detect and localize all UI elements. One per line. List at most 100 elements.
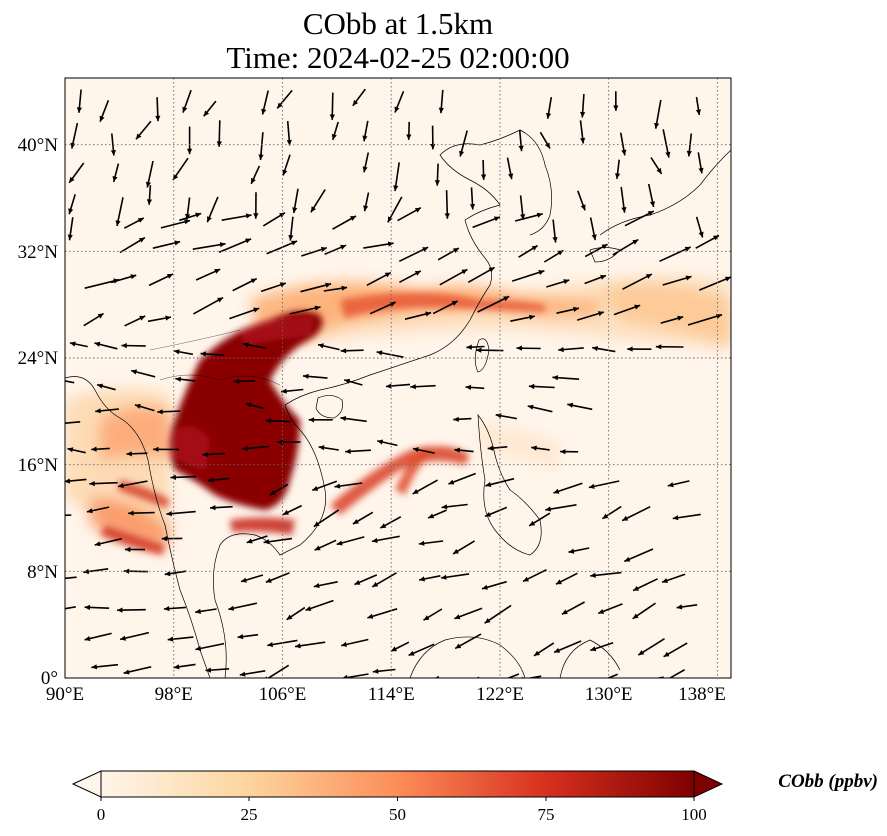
wind-vector [233, 378, 256, 384]
wind-vector [667, 480, 690, 488]
wind-vector [192, 242, 226, 250]
wind-vector [606, 673, 618, 678]
colorbar-tick-label: 75 [538, 805, 555, 824]
wind-vector [145, 160, 154, 188]
wind-vector [313, 509, 340, 528]
wind-vector [323, 285, 348, 292]
wind-vector [76, 89, 82, 113]
wind-vector [580, 94, 586, 118]
wind-vector [620, 186, 627, 213]
wind-vector [345, 448, 371, 454]
wind-vector [484, 506, 508, 518]
wind-vector [363, 192, 370, 212]
wind-vector [282, 504, 303, 516]
wind-vector [94, 341, 118, 350]
wind-vector [584, 274, 607, 285]
wind-vector [663, 642, 688, 658]
wind-vector [650, 157, 663, 175]
wind-vector [83, 312, 105, 327]
wind-vector [660, 315, 684, 324]
wind-vector [115, 197, 124, 227]
wind-vector [412, 447, 435, 454]
wind-vector [332, 215, 357, 230]
wind-vector [237, 633, 259, 640]
wind-vector [185, 197, 191, 220]
wind-vector [465, 384, 485, 390]
lat-tick-label: 0° [41, 668, 58, 689]
wind-vector [412, 479, 438, 495]
wind-vector [117, 480, 148, 489]
wind-vector [242, 445, 269, 451]
wind-vector [377, 439, 398, 447]
wind-vector [65, 421, 81, 425]
wind-vector [67, 217, 74, 241]
wind-vector [453, 416, 472, 422]
wind-vector [318, 445, 339, 451]
wind-vector [96, 383, 116, 391]
wind-vector [376, 350, 404, 358]
title-line-2: Time: 2024-02-25 02:00:00 [226, 40, 570, 75]
wind-vector [329, 92, 335, 120]
wind-vector [552, 375, 580, 381]
wind-vector [393, 162, 400, 192]
lon-tick-label: 138°E [678, 684, 726, 705]
lon-tick-label: 122°E [476, 684, 524, 705]
wind-vector [577, 190, 586, 211]
wind-vector [265, 418, 291, 424]
wind-vector [385, 383, 411, 389]
wind-vector [452, 540, 476, 555]
wind-vector [556, 306, 580, 314]
map-frame [64, 77, 732, 679]
lat-tick-label: 16°N [18, 455, 59, 476]
wind-vector [84, 632, 112, 642]
wind-vector [146, 185, 153, 205]
wind-vector [202, 451, 226, 458]
colorbar-gradient [100, 770, 695, 798]
lon-tick-label: 114°E [368, 684, 415, 705]
wind-vector [676, 604, 698, 610]
wind-vector [166, 510, 196, 517]
wind-vector [65, 380, 75, 384]
wind-vector [546, 279, 570, 288]
wind-vector [514, 212, 543, 222]
wind-vector [518, 244, 539, 258]
wind-vector [240, 574, 264, 583]
wind-vector [195, 642, 225, 651]
longitude-axis: 90°E 98°E 106°E 114°E 122°E 130°E 138°E [46, 684, 726, 705]
wind-vector [579, 120, 586, 144]
wind-vector [253, 192, 259, 219]
wind-vector [294, 641, 326, 649]
wind-vector [258, 132, 264, 161]
wind-vector [619, 132, 627, 156]
wind-vector [406, 121, 412, 140]
wind-vector [647, 183, 655, 208]
wind-vector [340, 416, 367, 423]
gridlines [65, 78, 731, 678]
wind-vector [289, 305, 321, 315]
wind-vector [418, 575, 441, 582]
wind-vector [398, 246, 429, 263]
wind-vector [263, 537, 293, 545]
wind-vector [601, 505, 622, 520]
wind-vector [459, 130, 468, 157]
wind-vector [372, 668, 396, 674]
colorbar: 0 25 50 75 100 CObb (ppbv) [71, 770, 878, 824]
wind-vector [695, 96, 701, 116]
wind-vector [362, 120, 369, 142]
wind-vector [481, 159, 487, 180]
wind-vector [124, 546, 146, 553]
wind-vector [130, 369, 156, 378]
wind-vector [553, 640, 582, 654]
wind-vector [589, 217, 597, 241]
wind-vector [394, 91, 405, 113]
wind-vector [206, 196, 219, 223]
wind-vector [560, 449, 579, 455]
wind-vector [135, 120, 152, 140]
wind-vector [265, 572, 290, 584]
wind-vector [94, 537, 122, 547]
wind-vector [410, 384, 436, 390]
wind-vector [662, 129, 671, 158]
wind-vector [371, 572, 397, 588]
wind-vector [110, 274, 137, 284]
wind-vector [621, 505, 651, 522]
